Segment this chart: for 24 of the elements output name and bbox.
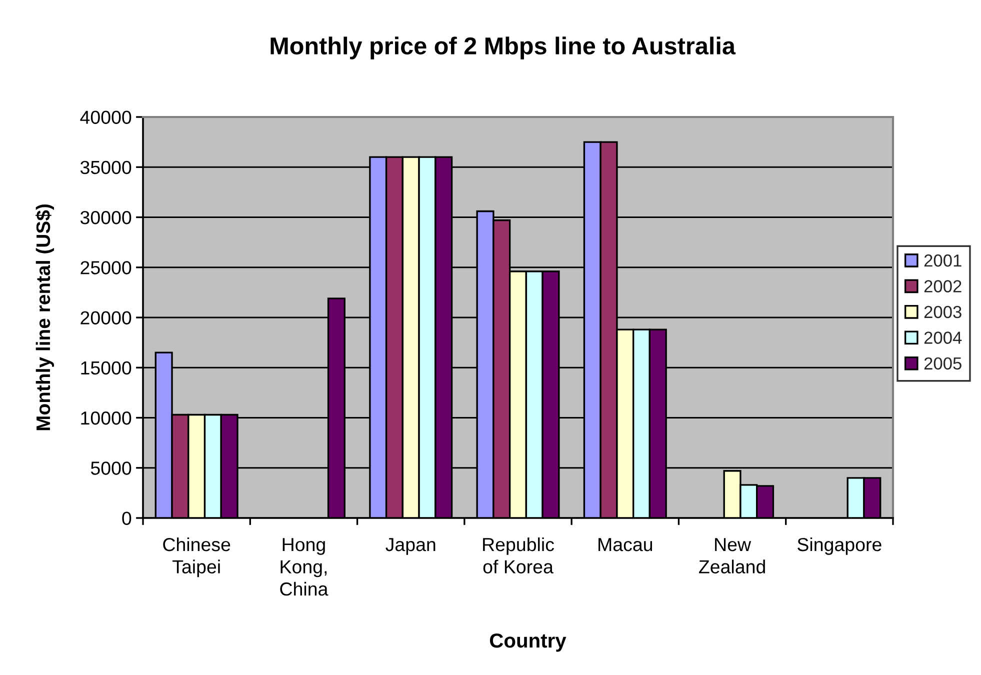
x-tick-label: Singapore <box>798 537 882 555</box>
y-tick-label: 30000 <box>80 210 132 224</box>
x-tick-label: Republic of Korea <box>483 537 554 574</box>
x-tick-label: Japan <box>386 538 436 555</box>
x-tick-label: Chinese Taipei <box>163 537 230 578</box>
x-axis-title: Country <box>490 633 566 652</box>
y-tick-label: 15000 <box>81 361 132 375</box>
legend-label: 2004 <box>924 332 962 344</box>
legend-label: 2002 <box>924 280 962 292</box>
y-tick-label: 0 <box>122 512 132 525</box>
y-tick-label: 10000 <box>81 411 132 425</box>
legend-label: 2003 <box>924 306 962 318</box>
y-tick-label: 40000 <box>80 110 132 124</box>
legend-label: 2001 <box>924 254 962 267</box>
x-tick-label: Macau <box>598 538 652 552</box>
x-tick-label: New Zealand <box>699 538 765 574</box>
y-tick-label: 35000 <box>80 160 132 174</box>
legend-label: 2005 <box>924 357 962 370</box>
chart-title: Monthly price of 2 Mbps line to Australia <box>270 36 736 60</box>
y-axis-title: Monthly line rental (US$) <box>36 204 54 430</box>
x-tick-label: Hong Kong, China <box>280 538 328 596</box>
y-tick-label: 20000 <box>80 311 132 324</box>
y-tick-label: 25000 <box>80 261 132 274</box>
y-tick-label: 5000 <box>90 462 132 475</box>
